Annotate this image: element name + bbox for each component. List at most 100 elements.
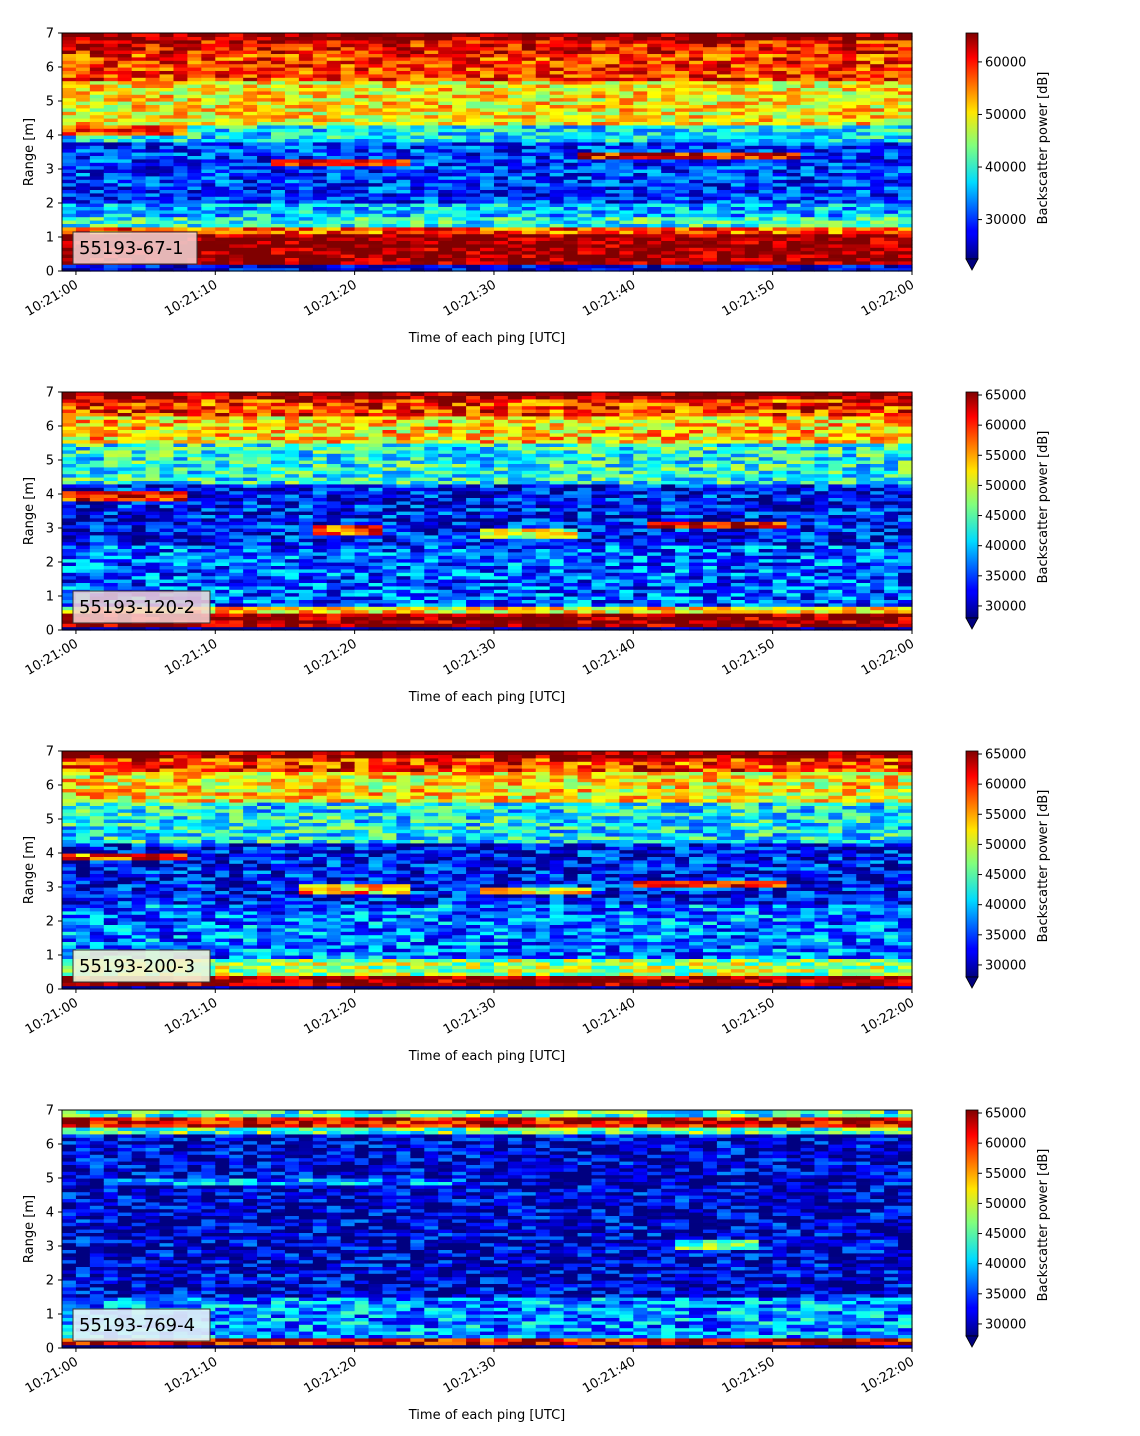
heat-cell	[131, 189, 147, 194]
heat-cell	[187, 101, 202, 105]
heat-cell	[284, 220, 300, 224]
heat-cell	[117, 128, 133, 133]
heat-cell	[396, 254, 411, 258]
heat-cell	[647, 155, 662, 160]
heat-cell	[187, 46, 202, 51]
heat-cell	[452, 77, 467, 82]
heat-cell	[103, 169, 119, 173]
heat-cell	[257, 80, 272, 85]
heat-cell	[145, 138, 161, 143]
heat-cell	[103, 267, 119, 272]
heat-cell	[772, 220, 788, 224]
heat-cell	[633, 39, 648, 44]
heat-cell	[131, 162, 147, 167]
heat-cell	[368, 101, 384, 105]
heat-cell	[661, 216, 676, 221]
heat-cell	[661, 240, 676, 245]
heat-cell	[758, 247, 774, 252]
heat-cell	[103, 199, 119, 204]
heat-cell	[410, 196, 425, 201]
heat-cell	[452, 80, 467, 85]
heat-cell	[884, 264, 899, 269]
heat-cell	[117, 56, 133, 61]
heat-cell	[89, 186, 105, 190]
heat-cell	[187, 50, 202, 54]
heat-cell	[340, 124, 356, 129]
heat-cell	[507, 87, 523, 92]
heat-cell	[633, 199, 648, 204]
heat-cell	[521, 77, 537, 82]
heat-cell	[758, 87, 774, 92]
heat-cell	[298, 90, 314, 95]
heat-cell	[243, 60, 258, 65]
heat-cell	[480, 56, 495, 61]
heat-cell	[689, 73, 704, 78]
heat-cell	[591, 138, 607, 143]
heat-cell	[340, 199, 356, 204]
heat-cell	[730, 165, 746, 170]
heat-cell	[368, 175, 384, 180]
heat-cell	[243, 104, 258, 109]
heat-cell	[62, 53, 77, 58]
heat-cell	[145, 186, 161, 190]
heat-cell	[786, 165, 802, 170]
heat-cell	[438, 114, 453, 119]
heat-cell	[786, 196, 802, 201]
heat-cell	[62, 169, 77, 173]
heat-cell	[772, 39, 788, 44]
heat-cell	[716, 145, 732, 150]
heat-cell	[396, 213, 411, 218]
heat-cell	[828, 220, 843, 224]
heat-cell	[257, 121, 272, 126]
heat-cell	[800, 94, 816, 99]
heat-cell	[661, 175, 676, 180]
heat-cell	[75, 419, 91, 424]
heat-cell	[535, 213, 551, 218]
heat-cell	[271, 247, 286, 252]
heat-cell	[243, 107, 258, 112]
heat-cell	[716, 209, 732, 214]
heat-cell	[689, 60, 704, 65]
heat-cell	[89, 148, 105, 153]
heat-cell	[577, 104, 593, 109]
heat-cell	[535, 192, 551, 197]
heat-cell	[605, 199, 620, 204]
heat-cell	[271, 192, 286, 197]
heat-cell	[438, 152, 453, 156]
heat-cell	[605, 77, 620, 82]
heat-cell	[438, 233, 453, 238]
heat-cell	[466, 267, 481, 272]
heat-cell	[229, 46, 244, 51]
heat-cell	[758, 230, 774, 235]
heat-cell	[842, 199, 857, 204]
heat-cell	[159, 145, 175, 150]
heat-cell	[354, 36, 370, 41]
heat-cell	[89, 56, 105, 61]
heat-cell	[800, 247, 816, 252]
heat-cell	[605, 56, 620, 61]
heat-cell	[284, 186, 300, 190]
heat-cell	[884, 192, 899, 197]
heat-cell	[103, 43, 119, 48]
heat-cell	[354, 155, 370, 160]
colorbar-tick-label: 60000	[985, 55, 1026, 70]
heat-cell	[229, 50, 244, 54]
heat-cell	[257, 223, 272, 228]
heat-cell	[424, 162, 439, 167]
heat-cell	[271, 104, 286, 109]
heat-cell	[229, 223, 244, 228]
heat-cell	[716, 240, 732, 245]
heat-cell	[424, 169, 439, 173]
heat-cell	[591, 90, 607, 95]
heat-cell	[758, 101, 774, 105]
heat-cell	[689, 77, 704, 82]
heat-cell	[730, 101, 746, 105]
heat-cell	[271, 60, 286, 65]
heat-cell	[243, 233, 258, 238]
heat-cell	[117, 436, 133, 441]
heat-cell	[619, 230, 634, 235]
heat-cell	[772, 172, 788, 177]
heat-cell	[103, 226, 119, 231]
heat-cell	[619, 267, 634, 272]
